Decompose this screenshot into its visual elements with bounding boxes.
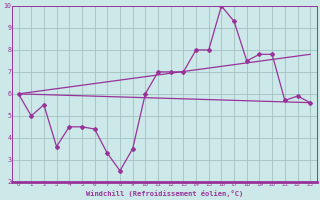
X-axis label: Windchill (Refroidissement éolien,°C): Windchill (Refroidissement éolien,°C): [86, 190, 243, 197]
